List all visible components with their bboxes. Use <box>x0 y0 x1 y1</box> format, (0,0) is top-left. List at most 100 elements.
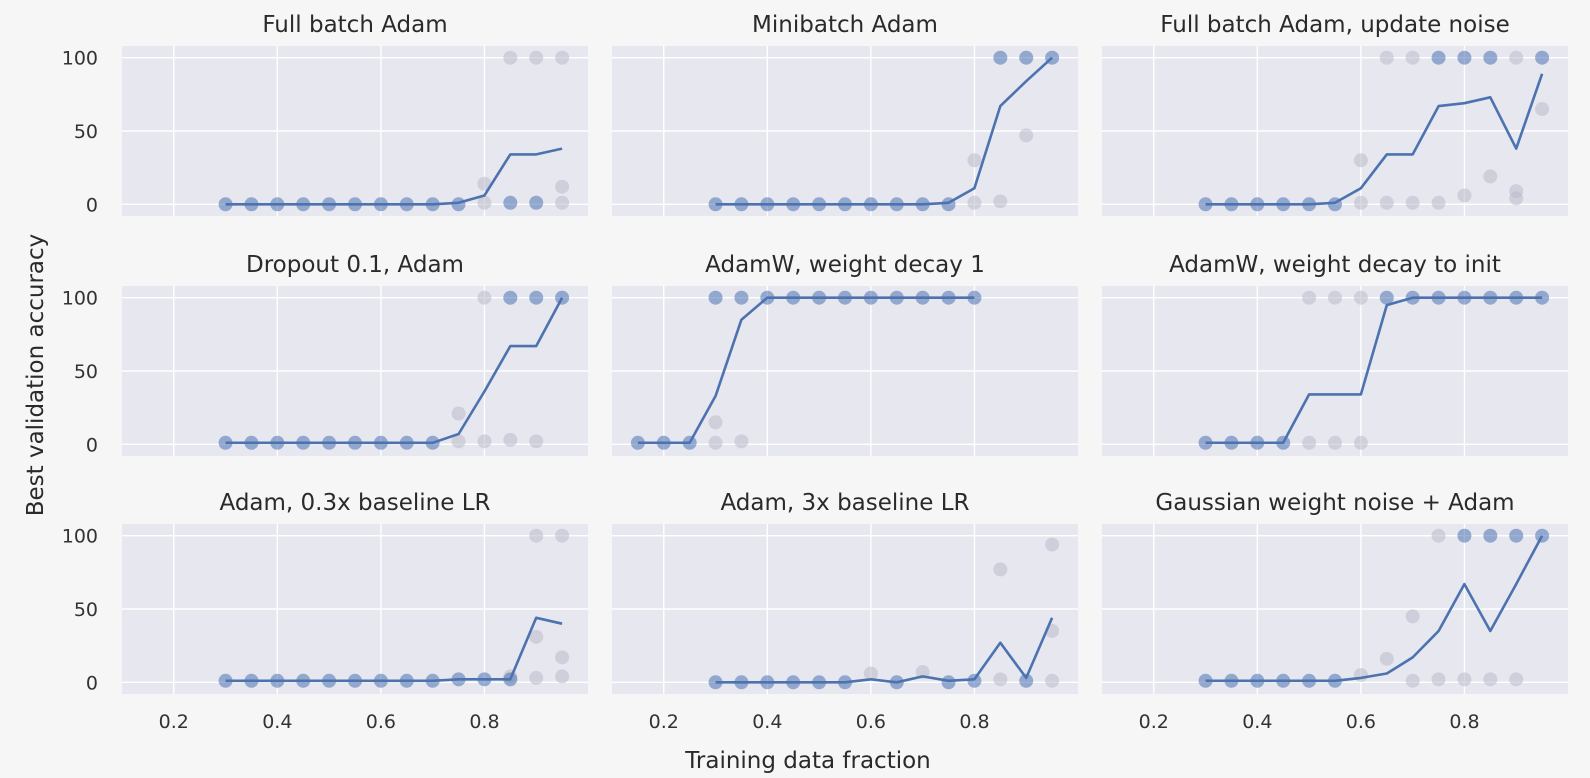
data-point <box>1019 50 1034 65</box>
data-point-faint <box>967 195 982 210</box>
data-point-faint <box>1509 50 1524 65</box>
panel-title: Minibatch Adam <box>752 12 938 38</box>
data-point-faint <box>993 194 1008 209</box>
data-point <box>218 197 233 212</box>
panel-title: Dropout 0.1, Adam <box>246 252 464 278</box>
data-point-faint <box>1379 195 1394 210</box>
panel-2: Minibatch Adam <box>612 12 1078 216</box>
data-point-faint <box>477 434 492 449</box>
y-tick-label: 0 <box>86 194 98 216</box>
data-point <box>1483 50 1498 65</box>
y-axis-label: Best validation accuracy <box>23 234 49 517</box>
data-point-faint <box>555 195 570 210</box>
data-point-faint <box>503 50 518 65</box>
data-point-faint <box>503 432 518 447</box>
data-point-faint <box>915 665 930 680</box>
y-tick-label: 0 <box>86 434 98 456</box>
data-point-faint <box>1045 673 1060 688</box>
data-point <box>1198 673 1213 688</box>
y-tick-label: 100 <box>62 288 98 310</box>
data-point <box>1379 290 1394 305</box>
x-tick-label: 0.2 <box>649 711 679 733</box>
data-point-faint <box>1379 651 1394 666</box>
data-point <box>529 195 544 210</box>
x-tick-label: 0.4 <box>262 711 292 733</box>
data-point-faint <box>1405 609 1420 624</box>
data-point <box>529 290 544 305</box>
data-point-faint <box>529 528 544 543</box>
data-point-faint <box>993 672 1008 687</box>
y-tick-label: 100 <box>62 526 98 548</box>
data-point-faint <box>1483 169 1498 184</box>
data-point-faint <box>1302 290 1317 305</box>
data-point-faint <box>555 669 570 684</box>
data-point-faint <box>1328 435 1342 450</box>
data-point <box>218 673 233 688</box>
data-point <box>503 290 518 305</box>
data-point-faint <box>993 562 1008 577</box>
data-point-faint <box>967 153 982 168</box>
data-point <box>941 675 956 690</box>
x-axis-label: Training data fraction <box>684 748 931 774</box>
panel-title: AdamW, weight decay to init <box>1169 252 1501 278</box>
data-point <box>630 435 645 450</box>
data-point <box>1431 50 1446 65</box>
data-point-faint <box>1405 50 1420 65</box>
series-line <box>1205 535 1544 683</box>
data-point <box>967 290 982 305</box>
x-tick-label: 0.4 <box>1242 711 1272 733</box>
series-line <box>1205 73 1544 206</box>
panel-3: Full batch Adam, update noise <box>1102 12 1568 216</box>
data-point <box>218 435 233 450</box>
y-tick-label: 0 <box>86 672 98 694</box>
data-point <box>708 290 723 305</box>
data-point-faint <box>1019 128 1034 143</box>
data-point <box>1457 528 1472 543</box>
panel-8: Adam, 3x baseline LR 0.2 0.4 0.6 0.8 <box>612 490 1078 733</box>
data-point-faint <box>708 415 723 430</box>
y-tick-label: 50 <box>74 361 98 383</box>
data-point <box>1198 197 1213 212</box>
data-point-faint <box>1302 435 1317 450</box>
data-point-faint <box>1379 50 1394 65</box>
panel-9: Gaussian weight noise + Adam 0.2 0.4 0.6 0.8 <box>1102 490 1568 733</box>
x-tick-label: 0.6 <box>366 711 396 733</box>
data-point-faint <box>529 670 544 685</box>
x-tick-label: 0.8 <box>1449 711 1479 733</box>
data-point-faint <box>1483 672 1498 687</box>
data-point-faint <box>1509 672 1524 687</box>
panel-title: Adam, 3x baseline LR <box>720 490 969 516</box>
series-line <box>225 616 563 683</box>
series-line <box>637 296 975 445</box>
y-tick-label: 100 <box>62 48 98 70</box>
data-point <box>708 197 723 212</box>
panel-title: AdamW, weight decay 1 <box>705 252 985 278</box>
data-point <box>993 50 1008 65</box>
data-point <box>734 290 749 305</box>
series-line <box>1205 296 1543 445</box>
data-point-faint <box>1431 528 1446 543</box>
x-tick-label: 0.8 <box>469 711 499 733</box>
data-point-faint <box>708 435 723 450</box>
series-line <box>715 617 1054 684</box>
data-point-faint <box>863 666 878 681</box>
panel-6: AdamW, weight decay to init <box>1102 252 1568 456</box>
x-tick-label: 0.4 <box>752 711 782 733</box>
data-point-faint <box>555 650 570 665</box>
panel-1: Full batch Adam 0 50 100 <box>62 12 588 216</box>
panel-title: Full batch Adam <box>262 12 447 38</box>
data-point-faint <box>1353 195 1368 210</box>
data-point-faint <box>1509 191 1524 206</box>
data-point-faint <box>1457 672 1472 687</box>
data-point-faint <box>477 176 492 191</box>
data-point <box>503 195 518 210</box>
panel-7: Adam, 0.3x baseline LR 0 50 100 0.2 0.4 0.6 0.8 <box>62 490 588 733</box>
data-point <box>1019 673 1034 688</box>
panel-title: Full batch Adam, update noise <box>1160 12 1509 38</box>
data-point-faint <box>451 406 466 421</box>
data-point-faint <box>477 195 492 210</box>
data-point-faint <box>1353 667 1368 682</box>
data-point-faint <box>1328 290 1342 305</box>
data-point-faint <box>1353 153 1368 168</box>
